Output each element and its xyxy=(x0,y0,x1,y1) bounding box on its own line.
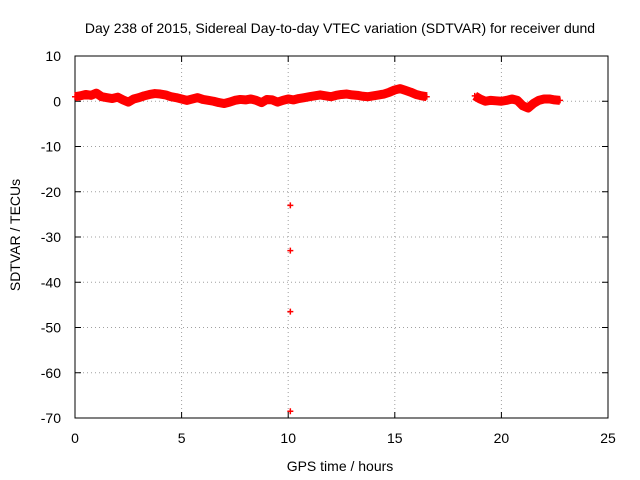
chart-title: Day 238 of 2015, Sidereal Day-to-day VTE… xyxy=(85,20,595,36)
x-tick-label: 15 xyxy=(387,430,403,446)
x-tick-label: 0 xyxy=(71,430,79,446)
data-band xyxy=(472,91,561,113)
data-point xyxy=(287,308,294,315)
y-tick-label: -10 xyxy=(41,139,61,155)
y-tick-label: -70 xyxy=(41,410,61,426)
y-tick-label: -60 xyxy=(41,365,61,381)
data-point xyxy=(287,408,294,415)
y-axis-label: SDTVAR / TECUs xyxy=(7,179,23,291)
y-tick-label: -40 xyxy=(41,274,61,290)
data-point xyxy=(287,202,294,209)
data-band xyxy=(74,84,428,109)
y-tick-label: -50 xyxy=(41,320,61,336)
y-tick-label: -20 xyxy=(41,184,61,200)
y-tick-label: -30 xyxy=(41,229,61,245)
y-tick-label: 10 xyxy=(45,48,61,64)
x-axis-label: GPS time / hours xyxy=(287,458,394,474)
series-sdtvar xyxy=(72,84,564,415)
x-tick-label: 20 xyxy=(494,430,510,446)
x-tick-label: 10 xyxy=(280,430,296,446)
x-tick-label: 25 xyxy=(600,430,616,446)
data-point xyxy=(287,247,294,254)
data-points xyxy=(72,84,564,415)
ticks: 0 5 10 15 20 25 10 0 -10 -20 -30 -40 -50 -60 -70 xyxy=(41,48,616,446)
x-tick-label: 5 xyxy=(178,430,186,446)
y-tick-label: 0 xyxy=(53,93,61,109)
